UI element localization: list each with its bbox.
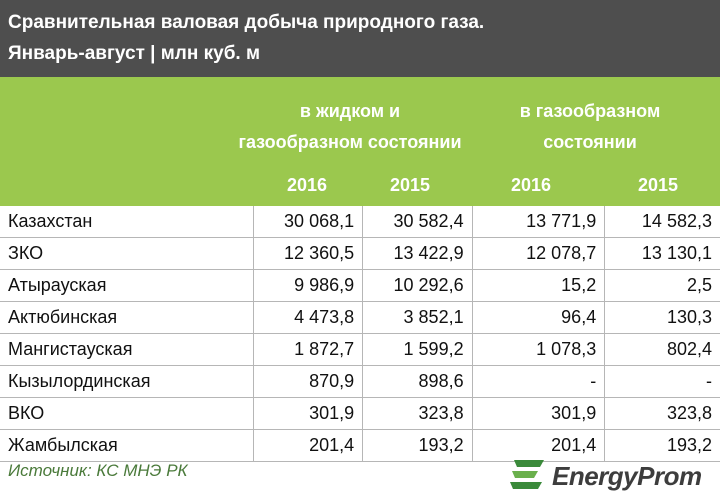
column-header-year: 2015 xyxy=(637,175,678,195)
value-cell: 1 599,2 xyxy=(362,333,473,366)
region-name: Кызылординская xyxy=(0,365,254,398)
value-cell: 30 582,4 xyxy=(362,206,473,238)
column-group-gas: в газообразном состоянии xyxy=(470,96,710,158)
region-name: Мангистауская xyxy=(0,333,254,366)
value-cell: 130,3 xyxy=(604,301,720,334)
energyprom-logo-icon xyxy=(510,460,544,489)
data-table: Казахстан 30 068,1 30 582,4 13 771,9 14 582,… xyxy=(0,206,720,462)
page-subtitle: Январь-август | млн куб. м xyxy=(8,43,261,64)
table-row: Атырауская 9 986,9 10 292,6 15,2 2,5 xyxy=(0,269,720,302)
column-header-year: 2016 xyxy=(510,175,551,195)
table-row: ВКО 301,9 323,8 301,9 323,8 xyxy=(0,397,720,430)
table-header: в жидком и газообразном состоянии в газо… xyxy=(0,77,720,206)
value-cell: 201,4 xyxy=(252,429,363,462)
value-cell: - xyxy=(604,365,720,398)
table-row: Кызылординская 870,9 898,6- - xyxy=(0,365,720,398)
region-name: ВКО xyxy=(0,397,254,430)
value-cell: 802,4 xyxy=(604,333,720,366)
region-name: ЗКО xyxy=(0,237,254,270)
value-cell: 193,2 xyxy=(604,429,720,462)
logo-text: EnergyProm xyxy=(552,461,702,491)
value-cell: - xyxy=(471,365,605,398)
value-cell: 15,2 xyxy=(471,269,605,302)
value-cell: 301,9 xyxy=(252,397,363,430)
value-cell: 10 292,6 xyxy=(362,269,473,302)
region-name: Жамбылская xyxy=(0,429,254,462)
value-cell: 13 422,9 xyxy=(362,237,473,270)
table-row: Казахстан 30 068,1 30 582,4 13 771,9 14 582,… xyxy=(0,206,720,238)
column-header-year: 2015 xyxy=(389,175,430,195)
value-cell: 14 582,3 xyxy=(604,206,720,238)
value-cell: 3 852,1 xyxy=(362,301,473,334)
region-name: Атырауская xyxy=(0,269,254,302)
value-cell: 9 986,9 xyxy=(252,269,363,302)
value-cell: 193,2 xyxy=(362,429,473,462)
value-cell: 4 473,8 xyxy=(252,301,363,334)
energyprom-logo: EnergyProm xyxy=(508,455,716,495)
source-note: Источник: КС МНЭ РК xyxy=(8,461,188,480)
region-name: Казахстан xyxy=(0,206,254,238)
value-cell: 201,4 xyxy=(471,429,605,462)
table-row: Актюбинская 4 473,8 3 852,1 96,4 130,3 xyxy=(0,301,720,334)
table-row: Жамбылская 201,4 193,2 201,4 193,2 xyxy=(0,429,720,462)
region-name: Актюбинская xyxy=(0,301,254,334)
value-cell: 301,9 xyxy=(471,397,605,430)
value-cell: 96,4 xyxy=(471,301,605,334)
value-cell: 12 360,5 xyxy=(252,237,363,270)
value-cell: 870,9 xyxy=(252,365,363,398)
value-cell: 12 078,7 xyxy=(471,237,605,270)
value-cell: 2,5 xyxy=(604,269,720,302)
table-row: ЗКО 12 360,5 13 422,9 12 078,7 13 130,1 xyxy=(0,237,720,270)
column-header-year: 2016 xyxy=(286,175,327,195)
value-cell: 30 068,1 xyxy=(252,206,363,238)
column-group-liquid-and-gas: в жидком и газообразном состоянии xyxy=(230,96,470,158)
value-cell: 13 771,9 xyxy=(471,206,605,238)
column-group-label-line2: состоянии xyxy=(543,132,637,152)
value-cell: 1 078,3 xyxy=(471,333,605,366)
column-group-label-line1: в жидком и xyxy=(299,101,401,121)
column-group-label-line2: газообразном состоянии xyxy=(238,132,462,152)
value-cell: 323,8 xyxy=(362,397,473,430)
page-title: Сравнительная валовая добыча природного … xyxy=(8,12,485,33)
value-cell: 1 872,7 xyxy=(252,333,363,366)
title-bar: Сравнительная валовая добыча природного … xyxy=(0,0,720,77)
value-cell: 323,8 xyxy=(604,397,720,430)
table-row: Мангистауская 1 872,7 1 599,2 1 078,3 802,4 xyxy=(0,333,720,366)
column-group-label-line1: в газообразном xyxy=(519,101,661,121)
value-cell: 13 130,1 xyxy=(604,237,720,270)
value-cell: 898,6 xyxy=(362,365,473,398)
